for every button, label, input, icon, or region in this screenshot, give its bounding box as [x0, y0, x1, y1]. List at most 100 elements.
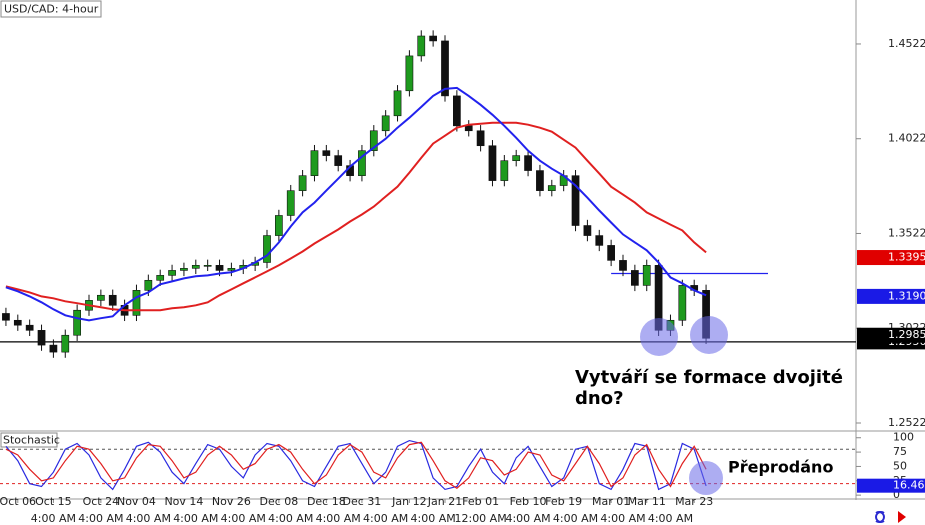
highlight-circle [689, 461, 723, 495]
x-tick-label: Dec 08 [259, 495, 298, 508]
x-tick-label: Nov 04 [117, 495, 156, 508]
y-tick-label: 1.3522 [888, 226, 925, 239]
candle-body [381, 115, 390, 132]
candle-body [583, 225, 592, 236]
candle-body [405, 55, 414, 92]
candle-body [488, 145, 497, 181]
candle-body [275, 215, 283, 236]
x-time-label: 4:00 AM [126, 512, 171, 525]
price-tag [857, 327, 925, 343]
x-tick-label: Mar 11 [628, 495, 666, 508]
candle-body [61, 334, 70, 353]
x-time-label: 12:00 AM [454, 512, 506, 525]
candle-body [322, 150, 331, 156]
x-time-label: 4:00 AM [173, 512, 218, 525]
candle-body [180, 268, 188, 271]
candle-body [453, 95, 461, 127]
x-time-label: 4:00 AM [411, 512, 456, 525]
annotation: Přeprodáno [728, 458, 833, 477]
candle-body [334, 155, 343, 166]
candle-body [595, 235, 604, 246]
x-tick-label: Dec 31 [343, 495, 382, 508]
stoch-tick-label: 0 [893, 488, 900, 501]
x-tick-label: Nov 14 [164, 495, 203, 508]
x-time-label: 4:00 AM [78, 512, 123, 525]
x-tick-label: Mar 23 [675, 495, 713, 508]
stoch-line [5, 441, 707, 489]
candle-body [393, 90, 402, 117]
link-icon[interactable] [875, 511, 885, 523]
stoch-title: Stochastic [3, 434, 60, 447]
x-tick-label: Nov 26 [212, 495, 251, 508]
y-tick-label: 1.2522 [888, 416, 925, 429]
price-tag-label: 1.3395 [888, 251, 925, 264]
candle-body [108, 294, 117, 306]
x-tick-label: Oct 24 [83, 495, 120, 508]
stoch-tick-label: 50 [893, 459, 907, 472]
candle-body [500, 160, 509, 181]
candle-body [263, 235, 271, 263]
candle-body [25, 324, 34, 331]
candle-body [13, 319, 22, 326]
y-tick-label: 1.4522 [888, 37, 925, 50]
price-tag [857, 250, 925, 266]
stoch-tick-label: 100 [893, 431, 914, 444]
price-tag-label: 1.2985 [888, 328, 925, 341]
candle-body [369, 130, 378, 151]
x-tick-label: Oct 06 [0, 495, 36, 508]
candle-body [571, 175, 580, 226]
candle-body [631, 270, 639, 286]
candle-body [156, 275, 165, 281]
candle-body [286, 190, 295, 216]
x-time-label: 4:00 AM [363, 512, 408, 525]
candle-body [144, 279, 153, 291]
x-tick-label: Feb 19 [545, 495, 582, 508]
candle-body [97, 294, 105, 301]
x-time-label: 4:00 AM [31, 512, 76, 525]
candle-body [476, 130, 485, 147]
moving-average [5, 121, 707, 312]
candle-body [642, 265, 651, 286]
stoch-title-box [0, 432, 58, 448]
candle-body [215, 265, 224, 271]
x-time-label: 4:00 AM [553, 512, 598, 525]
x-time-label: 4:00 AM [505, 512, 550, 525]
stoch-line [5, 439, 707, 491]
candle-body [678, 285, 687, 321]
candle-body [619, 260, 627, 271]
candle-body [73, 309, 81, 336]
candle-body [547, 185, 556, 191]
candle-body [227, 268, 236, 271]
candle-body [168, 270, 176, 276]
stoch-tick-label: 75 [893, 445, 907, 458]
price-tag [857, 288, 925, 304]
highlight-circle [690, 316, 728, 354]
highlight-circle [640, 318, 678, 356]
chart-title: USD/CAD: 4-hour [4, 3, 99, 16]
candle-body [524, 155, 532, 171]
candle-body [310, 150, 319, 176]
x-tick-label: Jan 12 [391, 495, 426, 508]
arrow-icon[interactable] [898, 511, 906, 523]
marks: 1.25221.30221.35221.40221.45221.33951.31… [0, 30, 925, 525]
candle-body [37, 330, 46, 346]
candle-body [298, 175, 307, 191]
x-time-label: 4:00 AM [316, 512, 361, 525]
x-tick-label: Dec 18 [307, 495, 346, 508]
x-tick-label: Mar 01 [592, 495, 630, 508]
price-tag-label: 1.3190 [888, 289, 925, 302]
candle-body [358, 150, 366, 176]
moving-average [5, 86, 707, 322]
candle-body [191, 265, 200, 269]
x-time-label: 4:00 AM [268, 512, 313, 525]
annotation: Vytváří se formace dvojité [575, 367, 843, 388]
candle-body [203, 265, 212, 267]
candle-body [536, 170, 544, 191]
candle-body [2, 313, 10, 321]
candle-body [464, 125, 473, 132]
candle-body [417, 35, 426, 57]
x-tick-label: Jan 21 [427, 495, 462, 508]
title-box [0, 0, 102, 18]
candle-body [132, 290, 141, 316]
